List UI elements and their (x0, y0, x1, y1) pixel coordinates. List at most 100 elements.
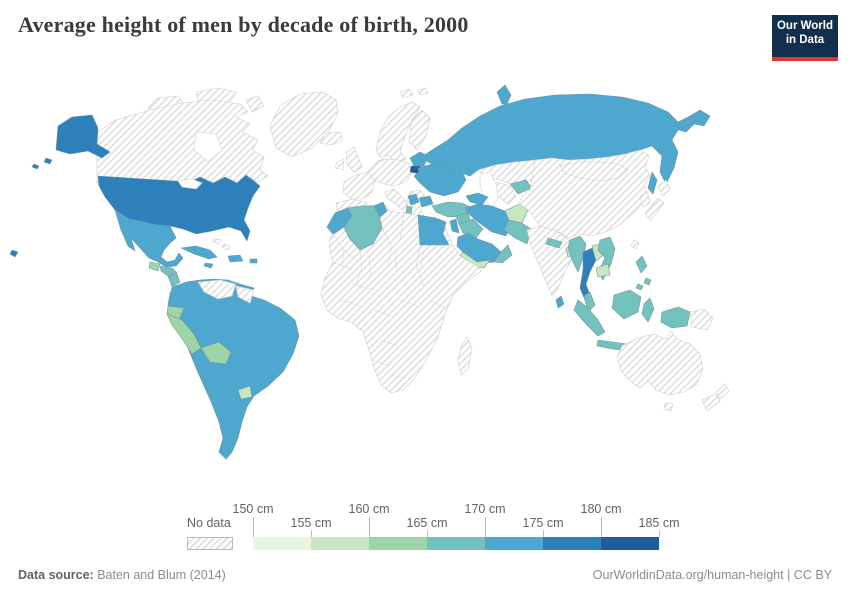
country-afghanistan[interactable] (504, 203, 529, 224)
country-algeria[interactable] (343, 205, 383, 251)
country-israel-jordan[interactable] (449, 218, 460, 234)
owid-logo[interactable]: Our World in Data (772, 15, 838, 61)
country-sumatra[interactable] (573, 299, 606, 337)
country-cambodia[interactable] (595, 263, 611, 278)
country-france[interactable] (342, 171, 376, 200)
country-guianas[interactable] (235, 285, 255, 304)
legend-bin-155-160[interactable] (311, 537, 369, 550)
legend-tickmark (253, 517, 254, 537)
country-caucasus[interactable] (465, 192, 489, 206)
country-sri-lanka[interactable] (555, 295, 565, 309)
country-philippines[interactable] (643, 277, 652, 286)
country-peru[interactable] (166, 313, 202, 355)
legend-tick-175: 175 cm (522, 516, 564, 530)
africa-internal-borders (332, 212, 445, 379)
country-guatemala[interactable] (148, 261, 161, 272)
country-tasmania[interactable] (663, 402, 674, 412)
footer-source-label: Data source: (18, 568, 94, 582)
country-myanmar[interactable] (567, 235, 587, 273)
legend-bin-165-170[interactable] (427, 537, 485, 550)
country-bahamas[interactable] (221, 243, 231, 251)
legend-tickmark (543, 530, 544, 537)
country-mongolia[interactable] (559, 161, 629, 182)
country-australia[interactable] (616, 330, 704, 396)
country-greenland[interactable] (269, 91, 339, 158)
country-norway-sweden[interactable] (375, 101, 421, 164)
legend-bin-180-185[interactable] (601, 537, 659, 550)
legend-tickmark (311, 530, 312, 537)
country-japan[interactable] (644, 197, 665, 221)
country-cuba[interactable] (180, 245, 218, 260)
country-tunisia[interactable] (373, 201, 388, 218)
country-korea[interactable] (639, 191, 651, 208)
country-bolivia[interactable] (200, 341, 232, 365)
footer-credit-link[interactable]: OurWorldinData.org/human-height | CC BY (592, 568, 832, 582)
legend-tickmark (485, 517, 486, 537)
country-mexico[interactable] (114, 209, 184, 268)
country-philippines[interactable] (635, 255, 648, 274)
country-aleutian-islands[interactable] (31, 163, 40, 170)
hudson-bay (193, 131, 223, 163)
owid-logo-line2: in Data (785, 34, 825, 47)
legend-bin-160-165[interactable] (369, 537, 427, 550)
country-pakistan[interactable] (503, 219, 532, 245)
country-hispaniola[interactable] (227, 254, 244, 263)
legend-tickmark (369, 517, 370, 537)
country-new-zealand[interactable] (701, 393, 721, 412)
country-novaya-zemlya[interactable] (496, 84, 512, 105)
country-venezuela[interactable] (197, 279, 237, 300)
country-hawaii[interactable] (9, 249, 19, 258)
country-honduras[interactable] (159, 265, 178, 277)
country-finland[interactable] (408, 109, 431, 151)
legend-no-data-label: No data (187, 516, 231, 530)
page-title: Average height of men by decade of birth… (18, 12, 469, 37)
caspian-sea (479, 171, 499, 209)
footer-source-value: Baten and Blum (2014) (97, 568, 226, 582)
country-nepal[interactable] (545, 237, 563, 249)
country-philippines[interactable] (635, 283, 644, 291)
country-ireland[interactable] (334, 158, 345, 171)
country-alaska[interactable] (55, 114, 111, 159)
country-arctic-islands[interactable] (245, 95, 265, 113)
legend-bin-175-180[interactable] (543, 537, 601, 550)
legend-tickmark (659, 530, 660, 537)
legend-tickmark (427, 530, 428, 537)
country-svalbard[interactable] (399, 88, 414, 99)
country-borneo[interactable] (611, 289, 642, 320)
legend-no-data-swatch[interactable] (187, 537, 233, 550)
footer-source: Data source: Baten and Blum (2014) (18, 568, 226, 582)
country-nicaragua[interactable] (167, 273, 181, 285)
country-new-zealand[interactable] (715, 383, 730, 400)
country-oman[interactable] (493, 244, 513, 264)
legend-tick-160: 160 cm (348, 502, 390, 516)
country-madagascar[interactable] (457, 336, 473, 376)
legend-tick-150: 150 cm (232, 502, 274, 516)
country-sulawesi[interactable] (641, 297, 655, 323)
country-iceland[interactable] (319, 131, 344, 146)
country-canada[interactable] (96, 99, 269, 185)
legend-tick-165: 165 cm (406, 516, 448, 530)
country-uruguay[interactable] (237, 385, 253, 400)
country-jamaica[interactable] (203, 262, 214, 269)
country-japan[interactable] (657, 179, 671, 197)
country-indonesian-papua[interactable] (660, 306, 691, 329)
country-south-america-silhouette[interactable] (167, 278, 300, 460)
country-sakhalin[interactable] (647, 171, 658, 195)
country-bulgaria[interactable] (418, 195, 434, 208)
legend-bin-170-175[interactable] (485, 537, 543, 550)
country-africa-silhouette[interactable] (320, 203, 482, 394)
legend-tick-155: 155 cm (290, 516, 332, 530)
country-serbia[interactable] (407, 193, 420, 206)
country-taiwan[interactable] (630, 239, 640, 250)
great-lakes (177, 178, 203, 190)
country-papua-new-guinea[interactable] (689, 308, 714, 331)
country-bahamas[interactable] (211, 237, 222, 245)
country-puerto-rico[interactable] (249, 258, 258, 264)
legend-bin-150-155[interactable] (253, 537, 311, 550)
country-united-kingdom[interactable] (345, 146, 363, 173)
country-svalbard[interactable] (417, 87, 429, 96)
country-aleutian-islands[interactable] (43, 157, 53, 165)
owid-logo-line1: Our World (776, 20, 833, 32)
